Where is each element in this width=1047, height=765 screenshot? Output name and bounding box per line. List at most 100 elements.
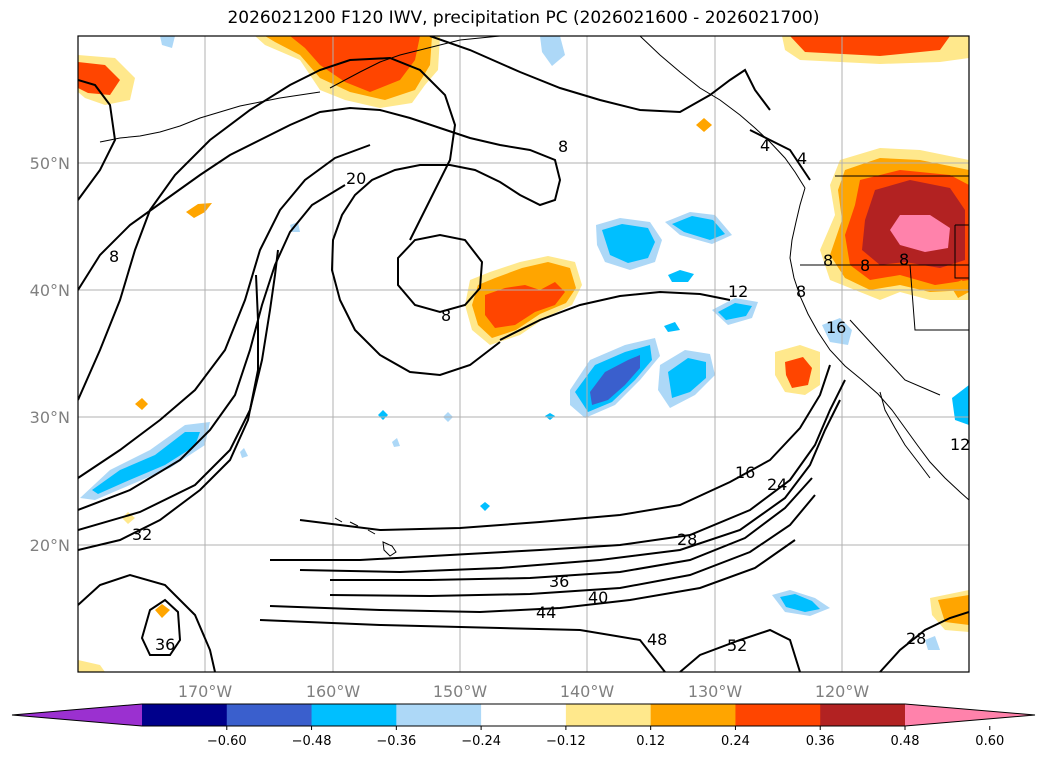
colorbar-segment xyxy=(735,704,821,726)
neg-j-core xyxy=(780,594,820,612)
contour-nw-8 xyxy=(78,79,117,201)
precip-se-corner-orange xyxy=(938,595,969,625)
precip-ne-top-red xyxy=(790,36,950,56)
plot-area: 8 20 8 8 12 4 4 8 8 8 8 16 16 24 28 32 3… xyxy=(78,36,970,672)
coastlines xyxy=(99,36,969,557)
precip-blob-6 xyxy=(950,280,969,298)
contour-48 xyxy=(259,619,666,672)
neg-u xyxy=(240,448,248,458)
precip-negative xyxy=(80,36,969,650)
colorbar-tick-label: 0.48 xyxy=(891,734,920,749)
contour-12 xyxy=(499,290,731,341)
contour-closed-low xyxy=(397,233,484,314)
neg-s xyxy=(480,502,490,511)
contour-16 xyxy=(78,56,457,401)
neg-a-core xyxy=(602,224,655,263)
iwv-contours xyxy=(78,36,969,672)
colorbar-tick-label: 0.36 xyxy=(806,734,835,749)
contour-label-1: 8 xyxy=(109,247,119,266)
contour-label-14: 24 xyxy=(767,475,787,494)
map-title: 2026021200 F120 IWV, precipitation PC (2… xyxy=(227,8,820,28)
neg-k xyxy=(952,385,969,425)
lat-label-50n: 50°N xyxy=(30,154,70,173)
contour-left-loop xyxy=(78,573,216,672)
precip-socal-red xyxy=(785,357,812,388)
neg-l xyxy=(822,318,852,345)
lat-labels: 50°N 40°N 30°N 20°N xyxy=(30,154,70,555)
colorbar-segment xyxy=(311,704,397,726)
precip-blob-2 xyxy=(135,398,148,410)
contour-8-main xyxy=(78,106,562,377)
contour-label-22: 52 xyxy=(727,636,747,655)
contour-40 xyxy=(329,494,816,598)
colorbar-tick-label: −0.60 xyxy=(207,734,247,749)
hawaii xyxy=(334,517,397,557)
contour-20 xyxy=(78,144,371,479)
baja-coast xyxy=(879,391,931,479)
lon-labels: 170°W 160°W 150°W 140°W 130°W 120°W xyxy=(178,682,870,701)
lon-label-160w: 160°W xyxy=(306,682,361,701)
contour-4-pnw xyxy=(749,129,811,181)
neg-d-core xyxy=(668,358,706,398)
neg-g xyxy=(664,322,680,332)
contour-label-10: 8 xyxy=(899,250,909,269)
contour-label-23: 28 xyxy=(906,629,926,648)
contour-16-east xyxy=(299,364,831,532)
lat-label-30n: 30°N xyxy=(30,408,70,427)
precip-blob-5 xyxy=(696,118,712,132)
lat-label-20n: 20°N xyxy=(30,536,70,555)
contour-label-8: 8 xyxy=(823,251,833,270)
contour-label-20: 44 xyxy=(536,603,556,622)
contour-label-21: 48 xyxy=(647,630,667,649)
colorbar-segment xyxy=(142,704,228,726)
aleutians xyxy=(99,91,321,143)
contour-8-upper xyxy=(429,36,771,114)
contour-label-19: 40 xyxy=(588,588,608,607)
neg-h-core xyxy=(92,432,200,494)
colorbar-extend-high xyxy=(905,704,1035,726)
colorbar-tick-label: −0.24 xyxy=(461,734,501,749)
precip-bottom-left xyxy=(78,660,105,672)
lat-label-40n: 40°N xyxy=(30,281,70,300)
contour-36-loop xyxy=(140,598,182,656)
contour-24-east xyxy=(270,379,846,561)
contour-24 xyxy=(78,184,346,511)
colorbar-segment xyxy=(820,704,906,726)
bc-coast xyxy=(639,36,806,189)
contour-label-11: 8 xyxy=(796,282,806,301)
colorbar-segment xyxy=(226,704,313,726)
precip-blob-3 xyxy=(122,512,135,524)
neg-i xyxy=(540,36,565,66)
precip-pnw-pink xyxy=(890,215,950,252)
neg-t xyxy=(392,438,400,447)
contour-label-5: 12 xyxy=(728,282,748,301)
contour-label-2: 20 xyxy=(346,169,366,188)
contour-label-6: 4 xyxy=(760,136,770,155)
colorbar-segment xyxy=(481,704,567,726)
contour-labels: 8 20 8 8 12 4 4 8 8 8 8 16 16 24 28 32 3… xyxy=(109,136,970,655)
lon-label-170w: 170°W xyxy=(178,682,233,701)
contour-label-17: 36 xyxy=(549,572,569,591)
colorbar-segment xyxy=(650,704,736,726)
contour-label-12: 16 xyxy=(826,318,846,337)
precip-blob-4 xyxy=(155,604,170,618)
neg-e-core xyxy=(718,303,752,320)
colorbar-tick-label: 0.12 xyxy=(636,734,665,749)
colorbar-tick-label: −0.36 xyxy=(376,734,416,749)
precip-nw-corner-red xyxy=(78,62,120,95)
lon-label-130w: 130°W xyxy=(688,682,743,701)
contour-label-13: 16 xyxy=(735,463,755,482)
plot-frame xyxy=(77,35,970,673)
contour-44 xyxy=(269,539,796,614)
contour-label-3: 8 xyxy=(558,137,568,156)
contour-label-24: 12 xyxy=(950,435,970,454)
neg-c-deep xyxy=(590,355,640,405)
neg-f xyxy=(668,270,694,282)
colorbar-tick-label: −0.12 xyxy=(546,734,586,749)
contour-28-east xyxy=(299,399,841,574)
state-border-4 xyxy=(954,224,969,279)
us-west-coast xyxy=(789,187,969,501)
state-border-2 xyxy=(909,264,969,331)
contour-label-4: 8 xyxy=(441,306,451,325)
